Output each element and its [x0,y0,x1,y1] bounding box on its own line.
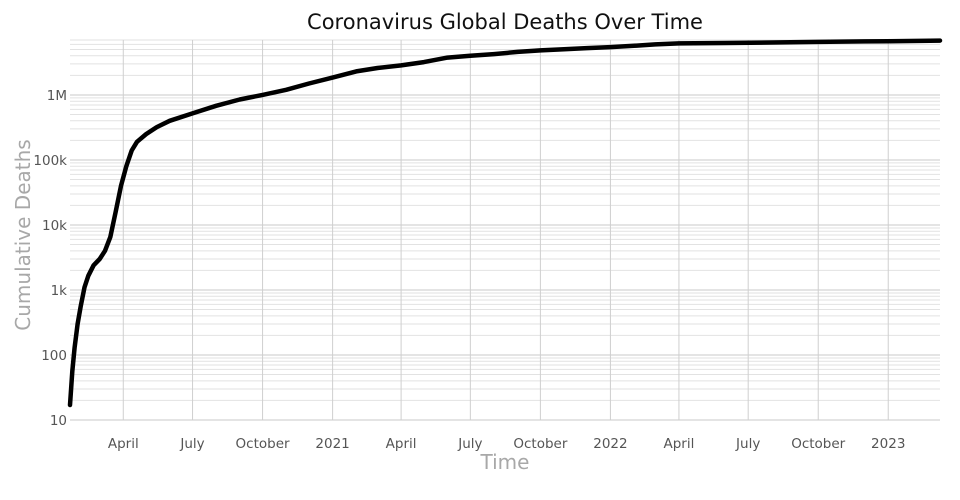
x-tick-label: October [513,436,567,452]
x-tick-label: July [179,436,204,452]
y-axis-ticks: 10 100 1k 10k 100k 1M [33,88,67,429]
x-tick-label: October [791,436,845,452]
x-tick-label: 2022 [593,436,627,452]
y-tick-label: 10k [42,218,67,234]
series-layer [67,38,943,408]
x-tick-label: October [236,436,290,452]
y-axis-title: Cumulative Deaths [11,139,35,330]
x-axis-ticks: April July October 2021 April July October 2022… [108,436,906,452]
y-tick-label: 1k [51,283,68,299]
x-axis-title: Time [480,450,530,474]
x-tick-label: July [457,436,482,452]
x-tick-label: 2021 [315,436,349,452]
y-tick-label: 100k [33,153,67,169]
x-tick-label: April [386,436,417,452]
y-tick-label: 1M [47,88,67,104]
x-tick-label: 2023 [871,436,905,452]
x-tick-label: April [663,436,694,452]
series-line [67,38,943,408]
chart-title: Coronavirus Global Deaths Over Time [307,10,703,34]
x-tick-label: July [735,436,760,452]
grid [70,39,940,421]
y-tick-label: 10 [50,413,67,429]
y-tick-label: 100 [41,348,67,364]
x-tick-label: April [108,436,139,452]
